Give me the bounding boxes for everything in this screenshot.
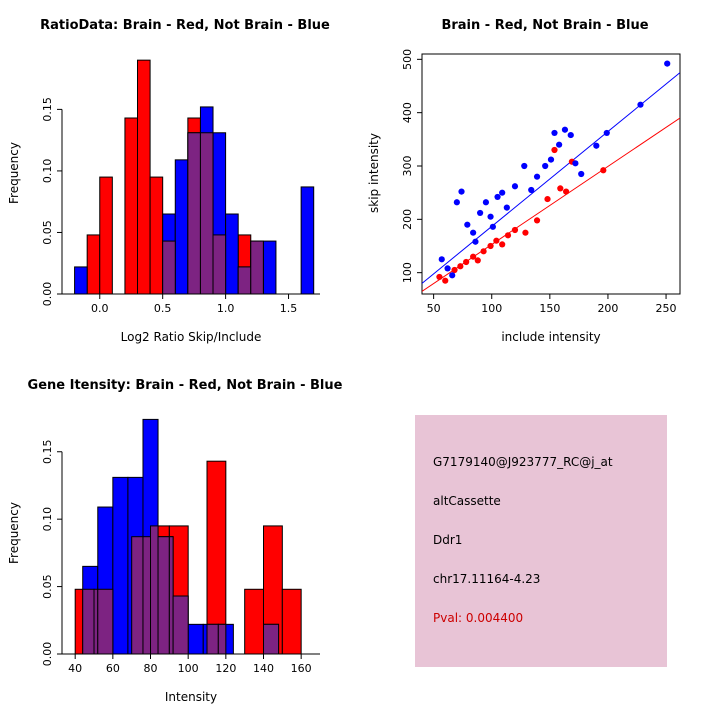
svg-text:300: 300 xyxy=(401,156,414,177)
ratio-histogram-title: RatioData: Brain - Red, Not Brain - Blue xyxy=(40,18,330,33)
svg-text:140: 140 xyxy=(253,662,274,675)
splice-type-text: altCassette xyxy=(433,494,501,508)
svg-text:100: 100 xyxy=(178,662,199,675)
ratio-histogram-ylabel: Frequency xyxy=(7,142,21,204)
intensity-scatter-xlabel: include intensity xyxy=(501,330,601,344)
gene-histogram-ylabel: Frequency xyxy=(7,502,21,564)
svg-text:0.00: 0.00 xyxy=(41,282,54,307)
chromosome-location-text: chr17.11164-4.23 xyxy=(433,572,541,586)
svg-text:160: 160 xyxy=(291,662,312,675)
gene-name-text: Ddr1 xyxy=(433,533,463,547)
ratio-histogram-xlabel: Log2 Ratio Skip/Include xyxy=(120,330,262,344)
pvalue-text: Pval: 0.004400 xyxy=(433,611,524,625)
ratio-histogram-plot: 0.0 0.5 1.0 1.5 0.00 0.05 0.10 0.15 xyxy=(41,59,320,315)
intensity-scatter-title: Brain - Red, Not Brain - Blue xyxy=(441,18,649,33)
svg-text:150: 150 xyxy=(539,302,560,315)
svg-text:0.10: 0.10 xyxy=(41,159,54,184)
panel-ratio-histogram: RatioData: Brain - Red, Not Brain - Blue… xyxy=(0,0,360,360)
gene-histogram-plot: 40 60 80 100 120 140 160 0.00 0.05 0.10 0.15 xyxy=(41,418,320,675)
svg-text:400: 400 xyxy=(401,102,414,123)
svg-text:0.15: 0.15 xyxy=(41,97,54,122)
svg-text:0.05: 0.05 xyxy=(41,574,54,599)
panel-intensity-scatter: Brain - Red, Not Brain - Blue 50 100 150 20… xyxy=(360,0,720,360)
svg-text:200: 200 xyxy=(597,302,618,315)
svg-text:500: 500 xyxy=(401,49,414,70)
svg-text:0.15: 0.15 xyxy=(41,440,54,465)
svg-text:1.0: 1.0 xyxy=(217,302,235,315)
svg-text:100: 100 xyxy=(401,262,414,283)
intensity-scatter-plot: 50 100 150 200 250 100 200 300 400 500 xyxy=(401,49,681,315)
svg-text:200: 200 xyxy=(401,209,414,230)
svg-text:40: 40 xyxy=(68,662,82,675)
gene-histogram-xlabel: Intensity xyxy=(164,690,218,704)
svg-text:100: 100 xyxy=(481,302,502,315)
gene-histogram-title: Gene Itensity: Brain - Red, Not Brain - … xyxy=(27,378,343,393)
svg-text:80: 80 xyxy=(144,662,158,675)
svg-text:120: 120 xyxy=(215,662,236,675)
svg-text:250: 250 xyxy=(656,302,677,315)
svg-text:0.05: 0.05 xyxy=(41,220,54,245)
svg-text:1.5: 1.5 xyxy=(280,302,298,315)
probe-id-text: G7179140@J923777_RC@j_at xyxy=(433,455,613,469)
gene-info-box: G7179140@J923777_RC@j_at altCassette Ddr… xyxy=(415,415,667,667)
panel-gene-info: G7179140@J923777_RC@j_at altCassette Ddr… xyxy=(360,360,720,720)
svg-text:0.00: 0.00 xyxy=(41,642,54,667)
svg-text:60: 60 xyxy=(106,662,120,675)
svg-text:0.10: 0.10 xyxy=(41,507,54,532)
intensity-scatter-ylabel: skip intensity xyxy=(367,133,381,213)
svg-text:0.0: 0.0 xyxy=(91,302,109,315)
svg-text:50: 50 xyxy=(427,302,441,315)
panel-gene-histogram: Gene Itensity: Brain - Red, Not Brain - … xyxy=(0,360,360,720)
svg-text:0.5: 0.5 xyxy=(154,302,172,315)
